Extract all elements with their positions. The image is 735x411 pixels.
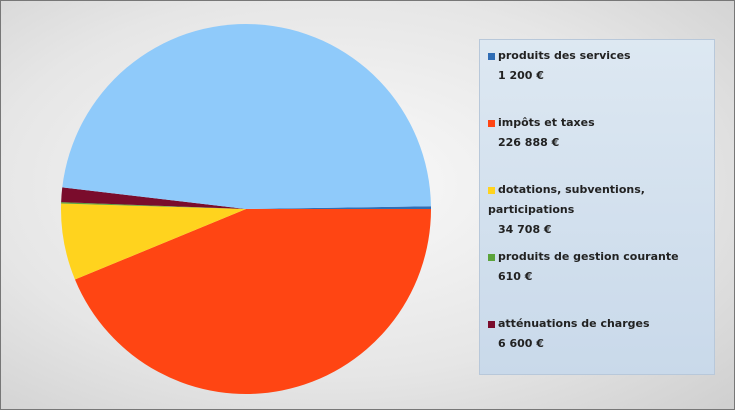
legend-label: atténuations de charges xyxy=(498,317,650,330)
legend-entry: produits des services 1 200 € xyxy=(488,46,708,113)
legend: produits des services 1 200 € impôts et ta… xyxy=(479,39,715,375)
legend-entry: produits de gestion courante 610 € xyxy=(488,247,708,314)
legend-marker xyxy=(488,253,495,261)
pie-slice xyxy=(61,202,247,209)
pie-slice xyxy=(74,209,431,395)
pie-slice xyxy=(61,187,247,209)
legend-entry: atténuations de charges 6 600 € xyxy=(488,314,708,381)
legend-entry: impôts et taxes 226 888 € xyxy=(488,113,708,180)
legend-label: produits de gestion courante xyxy=(498,250,679,263)
pie-slice xyxy=(62,23,431,210)
pie-slice xyxy=(61,203,246,280)
legend-value: 6 600 € xyxy=(498,337,544,350)
legend-label: produits des services xyxy=(498,49,631,62)
legend-value: 1 200 € xyxy=(498,69,544,82)
legend-label: dotations, subventions, participations xyxy=(488,183,645,216)
legend-marker xyxy=(488,52,495,60)
legend-value: 610 € xyxy=(498,270,533,283)
legend-marker xyxy=(488,186,495,194)
legend-marker xyxy=(488,320,495,328)
legend-label: impôts et taxes xyxy=(498,116,595,129)
legend-marker xyxy=(488,119,495,127)
legend-entry: dotations, subventions, participations 34… xyxy=(488,180,708,247)
legend-value: 226 888 € xyxy=(498,136,560,149)
pie-slice xyxy=(246,206,432,209)
legend-value: 34 708 € xyxy=(498,223,552,236)
